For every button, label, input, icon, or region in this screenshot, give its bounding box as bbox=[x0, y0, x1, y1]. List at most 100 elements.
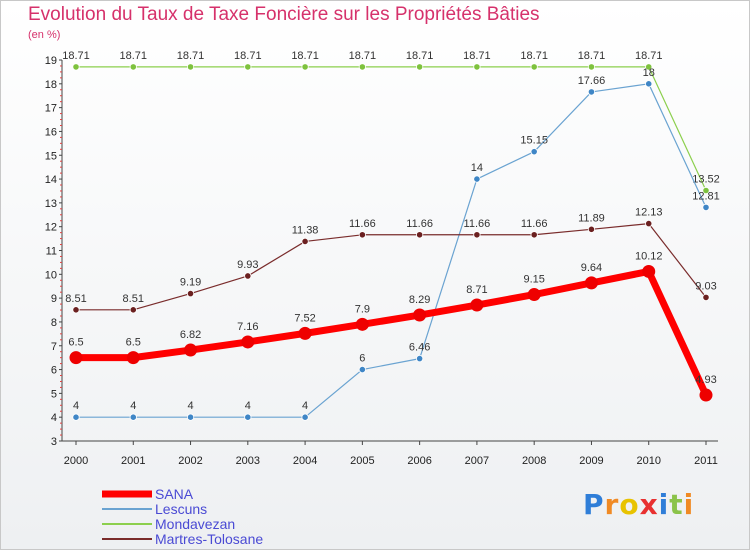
data-label-lescuns: 14 bbox=[471, 162, 483, 174]
data-point-sana bbox=[298, 326, 312, 340]
data-label-sana: 7.52 bbox=[294, 312, 315, 324]
y-tick-label: 13 bbox=[45, 198, 57, 210]
data-point-martres-tolosane bbox=[358, 231, 366, 239]
series-line-sana bbox=[72, 267, 710, 399]
y-tick-label: 16 bbox=[45, 126, 57, 138]
data-point-sana bbox=[184, 343, 198, 357]
series-line-mondavezan bbox=[75, 66, 707, 192]
x-tick-label: 2004 bbox=[293, 455, 317, 467]
data-point-sana bbox=[126, 351, 140, 365]
data-label-lescuns: 4 bbox=[130, 400, 136, 412]
data-label-lescuns: 6.46 bbox=[409, 342, 430, 354]
y-tick-label: 11 bbox=[46, 246, 57, 258]
legend-label-sana: SANA bbox=[155, 486, 194, 502]
logo-letter: i bbox=[683, 488, 695, 521]
data-label-sana: 4.93 bbox=[695, 374, 716, 386]
x-tick-label: 2005 bbox=[350, 455, 374, 467]
y-tick-label: 17 bbox=[45, 103, 57, 115]
data-label-sana: 10.12 bbox=[635, 250, 663, 262]
x-tick-label: 2008 bbox=[522, 455, 546, 467]
data-point-lescuns bbox=[473, 175, 481, 183]
x-tick-label: 2009 bbox=[579, 455, 603, 467]
series-line-martres-tolosane bbox=[75, 222, 707, 311]
data-label-lescuns: 15.15 bbox=[520, 135, 548, 147]
data-label-martres-tolosane: 9.03 bbox=[695, 280, 716, 292]
y-tick-label: 8 bbox=[51, 317, 57, 329]
data-point-lescuns bbox=[129, 413, 137, 421]
data-label-mondavezan: 18.71 bbox=[349, 50, 377, 62]
data-label-mondavezan: 18.71 bbox=[520, 50, 548, 62]
data-label-martres-tolosane: 11.66 bbox=[521, 218, 548, 230]
data-point-lescuns bbox=[186, 413, 195, 421]
data-point-mondavezan bbox=[530, 63, 538, 71]
y-tick-label: 10 bbox=[45, 269, 57, 281]
y-tick-label: 6 bbox=[51, 365, 57, 377]
data-label-martres-tolosane: 11.66 bbox=[464, 218, 491, 230]
y-axis-unit-label: (en %) bbox=[28, 29, 61, 41]
data-point-lescuns bbox=[244, 413, 252, 421]
data-point-martres-tolosane bbox=[645, 219, 653, 228]
data-label-lescuns: 4 bbox=[73, 400, 79, 412]
data-point-martres-tolosane bbox=[530, 231, 538, 239]
data-label-lescuns: 4 bbox=[245, 400, 251, 412]
data-label-mondavezan: 18.71 bbox=[234, 50, 262, 62]
y-tick-label: 12 bbox=[45, 222, 57, 234]
data-point-mondavezan bbox=[358, 63, 366, 71]
legend-label-martres-tolosane: Martres-Tolosane bbox=[155, 531, 263, 547]
data-point-sana bbox=[241, 335, 255, 349]
data-label-lescuns: 18 bbox=[643, 67, 655, 79]
data-label-martres-tolosane: 12.13 bbox=[635, 207, 663, 219]
data-point-martres-tolosane bbox=[72, 306, 80, 314]
data-point-mondavezan bbox=[416, 63, 424, 71]
data-label-mondavezan: 18.71 bbox=[406, 50, 434, 62]
logo-letter: i bbox=[658, 488, 670, 521]
logo-letter: P bbox=[583, 488, 605, 521]
data-label-lescuns: 4 bbox=[187, 400, 193, 412]
data-label-lescuns: 17.66 bbox=[578, 75, 606, 87]
legend-label-mondavezan: Mondavezan bbox=[155, 516, 235, 532]
data-point-lescuns bbox=[301, 413, 309, 421]
data-point-martres-tolosane bbox=[416, 231, 424, 239]
data-label-sana: 6.5 bbox=[126, 337, 141, 349]
data-point-mondavezan bbox=[301, 63, 309, 71]
data-label-sana: 8.29 bbox=[409, 294, 430, 306]
data-point-mondavezan bbox=[587, 63, 596, 71]
data-point-sana bbox=[69, 351, 83, 365]
data-label-martres-tolosane: 9.19 bbox=[180, 277, 201, 289]
x-tick-label: 2006 bbox=[407, 455, 431, 467]
data-label-mondavezan: 13.52 bbox=[692, 173, 720, 185]
data-label-sana: 7.16 bbox=[237, 321, 258, 333]
data-point-martres-tolosane bbox=[301, 237, 309, 246]
data-label-sana: 8.71 bbox=[466, 284, 487, 296]
data-label-sana: 6.5 bbox=[68, 337, 83, 349]
x-tick-label: 2000 bbox=[64, 455, 88, 467]
data-label-lescuns: 6 bbox=[359, 353, 365, 365]
data-point-mondavezan bbox=[473, 63, 481, 71]
data-point-martres-tolosane bbox=[587, 225, 596, 233]
proxiti-logo: Proxiti bbox=[583, 488, 694, 521]
x-tick-label: 2003 bbox=[236, 455, 260, 467]
data-point-mondavezan bbox=[129, 63, 137, 71]
x-tick-label: 2010 bbox=[636, 455, 660, 467]
data-label-martres-tolosane: 11.66 bbox=[406, 218, 433, 230]
y-tick-label: 4 bbox=[51, 412, 57, 424]
data-label-mondavezan: 18.71 bbox=[177, 50, 205, 62]
data-point-martres-tolosane bbox=[473, 231, 481, 239]
data-label-lescuns: 12.81 bbox=[692, 190, 720, 202]
data-label-martres-tolosane: 11.66 bbox=[349, 218, 376, 230]
chart-title: Evolution du Taux de Taxe Foncière sur l… bbox=[28, 4, 540, 25]
legend-label-lescuns: Lescuns bbox=[155, 501, 207, 517]
logo-letter: t bbox=[669, 488, 684, 521]
data-label-sana: 9.64 bbox=[581, 262, 602, 274]
data-point-lescuns bbox=[416, 355, 424, 363]
data-point-mondavezan bbox=[244, 63, 252, 71]
data-label-martres-tolosane: 8.51 bbox=[65, 293, 86, 305]
data-label-mondavezan: 18.71 bbox=[635, 50, 663, 62]
data-point-lescuns bbox=[530, 148, 538, 156]
data-point-mondavezan bbox=[72, 63, 80, 71]
data-label-mondavezan: 18.71 bbox=[578, 50, 606, 62]
data-label-mondavezan: 18.71 bbox=[62, 50, 90, 62]
y-tick-label: 5 bbox=[51, 388, 57, 400]
data-point-sana bbox=[699, 388, 713, 402]
